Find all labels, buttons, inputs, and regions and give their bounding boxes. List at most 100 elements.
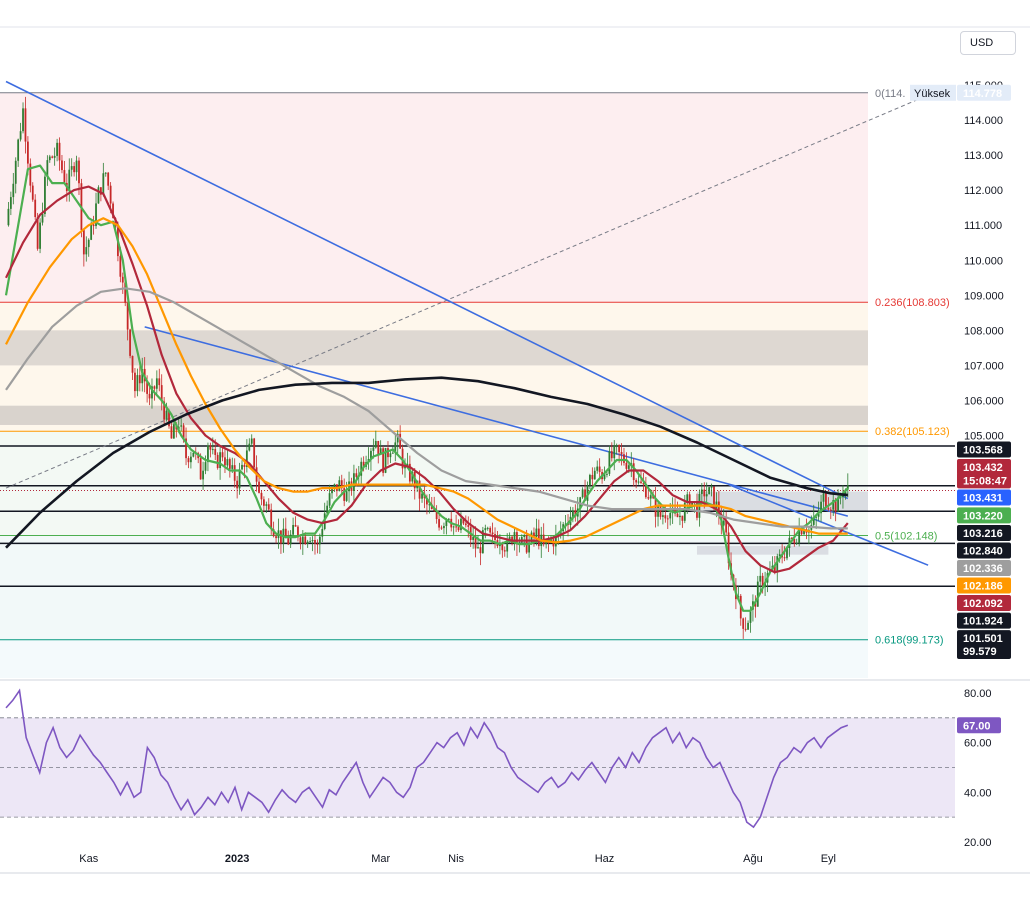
candle-body bbox=[377, 441, 380, 455]
candle-body bbox=[199, 458, 202, 480]
candle-body bbox=[141, 368, 144, 384]
candle-body bbox=[262, 499, 265, 506]
candle-body bbox=[384, 448, 387, 473]
candle-body bbox=[148, 393, 151, 399]
candle-body bbox=[713, 486, 715, 509]
candle-body bbox=[168, 410, 170, 427]
price-tag-label: 101.501 bbox=[963, 633, 1003, 645]
candle-body bbox=[608, 451, 611, 474]
candle-body bbox=[7, 208, 10, 226]
candle-body bbox=[22, 108, 24, 132]
candle-body bbox=[151, 386, 153, 399]
candle-body bbox=[462, 518, 465, 524]
candle-body bbox=[632, 463, 635, 481]
candle-body bbox=[372, 447, 375, 451]
candle-body bbox=[447, 518, 450, 520]
candle-body bbox=[211, 449, 214, 451]
price-tag bbox=[957, 84, 1011, 101]
candle-body bbox=[484, 528, 487, 531]
price-tag bbox=[957, 507, 1011, 524]
candle-body bbox=[474, 536, 477, 549]
candle-body bbox=[289, 534, 292, 545]
price-tag-label: 101.924 bbox=[963, 616, 1004, 628]
candle-body bbox=[243, 464, 246, 467]
candle-body bbox=[438, 519, 440, 528]
candle-body bbox=[355, 473, 358, 477]
candle-body bbox=[598, 466, 601, 473]
candle-body bbox=[589, 474, 591, 486]
candle-body bbox=[73, 166, 76, 173]
candle-body bbox=[280, 530, 282, 544]
candle-body bbox=[506, 539, 509, 552]
candle-body bbox=[58, 142, 61, 161]
currency-button[interactable]: USD bbox=[960, 31, 1016, 55]
candle-body bbox=[846, 485, 849, 490]
candle-body bbox=[523, 535, 526, 537]
candle-body bbox=[827, 507, 830, 510]
candle-body bbox=[460, 518, 462, 531]
candle-body bbox=[786, 548, 788, 559]
x-tick-label: Ağu bbox=[743, 853, 763, 865]
candle-body bbox=[379, 448, 382, 455]
candle-body bbox=[209, 445, 212, 450]
candle-body bbox=[440, 527, 443, 529]
candle-body bbox=[657, 506, 659, 517]
candle-body bbox=[703, 489, 706, 497]
candle-body bbox=[508, 536, 511, 540]
candle-body bbox=[744, 628, 747, 630]
candle-body bbox=[48, 156, 51, 161]
moving-average-line bbox=[5, 287, 848, 530]
candle-body bbox=[513, 532, 516, 544]
price-tag-label: 99.579 bbox=[963, 646, 997, 658]
high-label-bg bbox=[910, 84, 956, 101]
moving-average-line bbox=[4, 164, 849, 612]
candle-body bbox=[374, 441, 377, 448]
candle-body bbox=[399, 433, 402, 449]
candle-body bbox=[411, 471, 414, 482]
candle-body bbox=[829, 509, 832, 511]
candle-body bbox=[24, 108, 27, 142]
candle-body bbox=[170, 426, 173, 439]
candle-body bbox=[345, 491, 348, 501]
candle-body bbox=[759, 575, 762, 582]
candle-body bbox=[679, 515, 681, 518]
candle-body bbox=[593, 470, 596, 480]
candle-body bbox=[749, 609, 752, 623]
candle-body bbox=[837, 497, 839, 512]
candle-body bbox=[46, 160, 49, 177]
high-label: Yüksek bbox=[914, 88, 951, 100]
candle-body bbox=[272, 529, 275, 537]
candle-body bbox=[426, 498, 428, 505]
candle-body bbox=[674, 507, 676, 514]
candle-body bbox=[708, 487, 711, 495]
candle-body bbox=[455, 526, 458, 528]
candle-body bbox=[664, 515, 667, 519]
candle-body bbox=[318, 536, 321, 545]
candle-body bbox=[192, 452, 195, 457]
candle-body bbox=[642, 482, 645, 485]
candle-body bbox=[452, 526, 455, 528]
candle-body bbox=[39, 222, 41, 249]
candle-body bbox=[236, 480, 239, 489]
candle-body bbox=[800, 529, 803, 535]
candle-body bbox=[418, 480, 421, 499]
candle-body bbox=[190, 456, 192, 463]
candle-body bbox=[348, 481, 350, 492]
trend-line bbox=[5, 80, 849, 500]
candle-body bbox=[613, 445, 616, 459]
candle-body bbox=[221, 452, 224, 458]
candle-body bbox=[270, 509, 273, 530]
candle-body bbox=[85, 247, 88, 255]
candle-body bbox=[501, 544, 504, 551]
candle-body bbox=[596, 466, 599, 471]
candle-body bbox=[51, 156, 54, 158]
rsi-value-label: 67.00 bbox=[963, 720, 991, 732]
candle-body bbox=[825, 493, 827, 508]
candle-body bbox=[554, 534, 557, 547]
candle-body bbox=[343, 488, 346, 501]
candle-body bbox=[795, 542, 798, 544]
candle-body bbox=[421, 493, 423, 499]
candle-body bbox=[207, 445, 209, 463]
x-tick-label: Haz bbox=[595, 853, 615, 865]
